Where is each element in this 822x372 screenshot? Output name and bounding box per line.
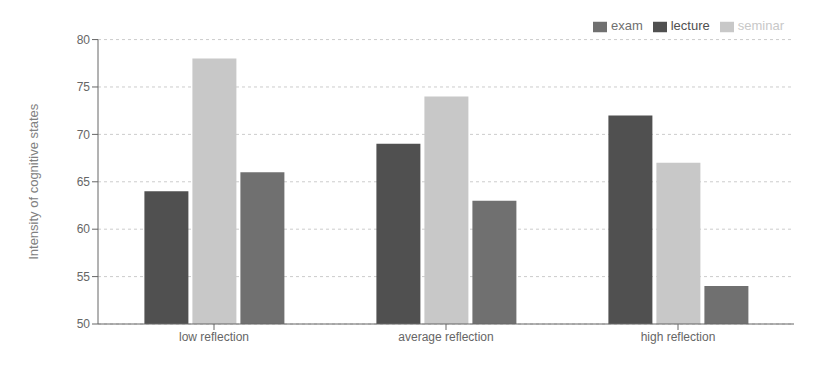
html-text:seminar: seminar [737,18,784,33]
svg-text:average reflection: average reflection [398,330,493,344]
svg-text:70: 70 [77,128,91,142]
svg-text:75: 75 [77,80,91,94]
svg-text:65: 65 [77,175,91,189]
svg-text:80: 80 [77,33,91,47]
svg-text:Intensity of cognitive states: Intensity of cognitive states [26,103,41,260]
html-text:lecture: lecture [670,18,710,33]
svg-text:low reflection: low reflection [179,330,249,344]
svg-text:55: 55 [77,270,91,284]
html-text:exam: exam [610,18,643,33]
svg-text:60: 60 [77,222,91,236]
svg-text:50: 50 [77,317,91,331]
svg-text:high reflection: high reflection [641,330,716,344]
